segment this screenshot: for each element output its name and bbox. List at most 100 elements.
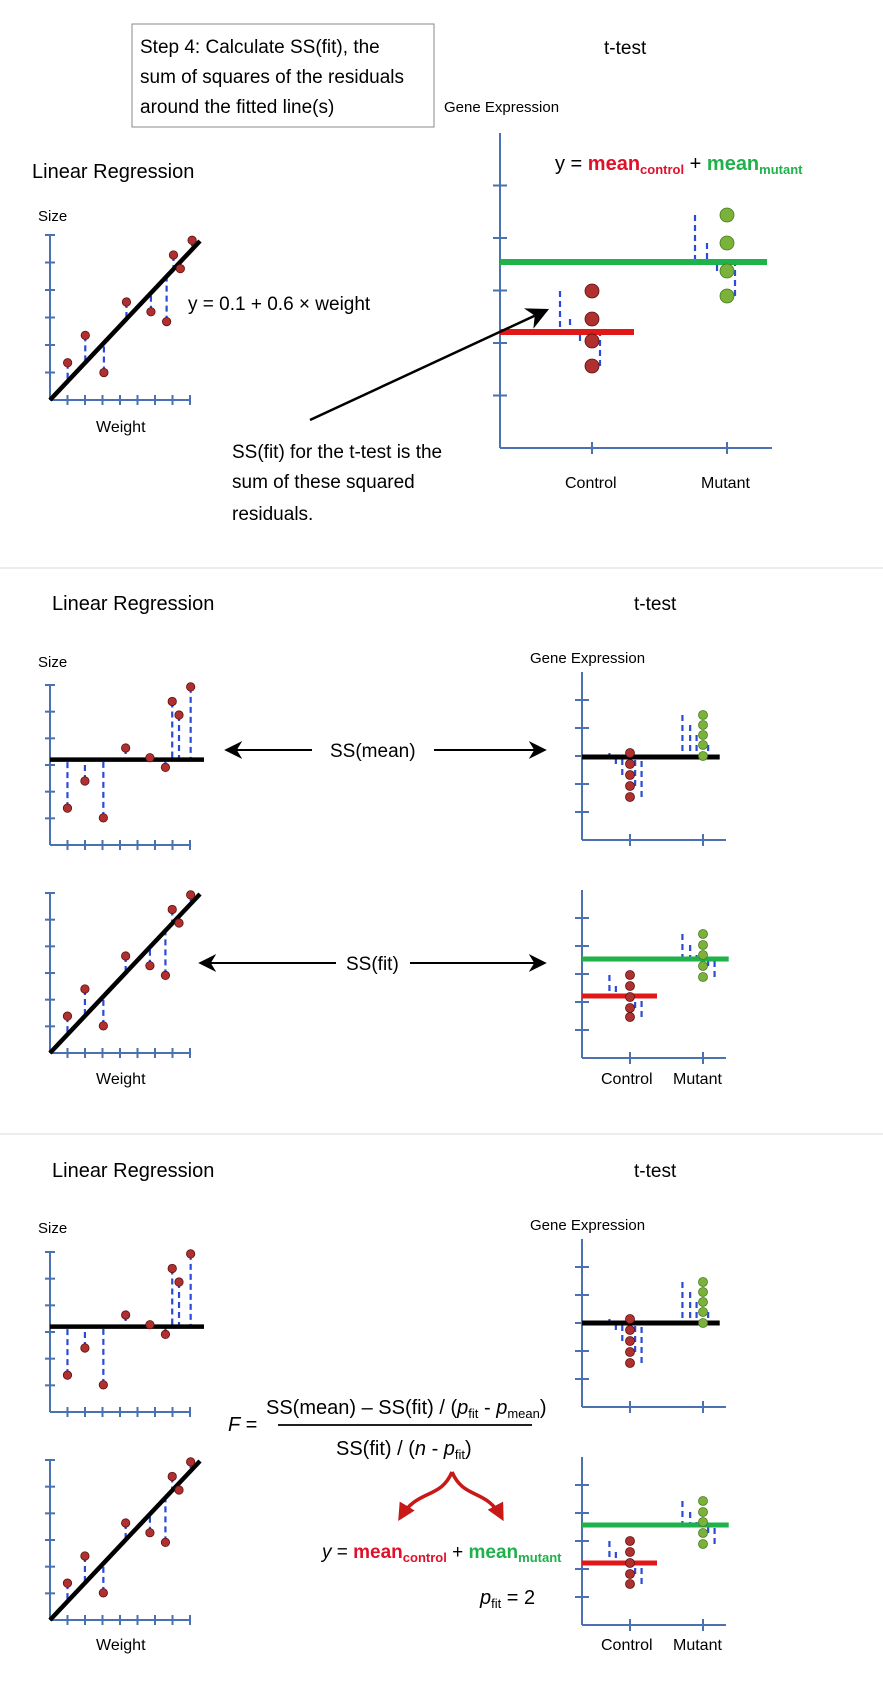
- mutant-point: [698, 961, 708, 971]
- control-point: [625, 1314, 635, 1324]
- ss-fit-label: SS(fit): [346, 954, 399, 975]
- lr-plot-mean: [45, 1249, 204, 1417]
- control-point: [584, 283, 600, 299]
- red-curved-arrow: [450, 1471, 504, 1522]
- control-point: [625, 1325, 635, 1335]
- weight-label: Weight: [96, 1071, 146, 1088]
- data-point: [99, 367, 109, 378]
- data-point: [80, 1551, 90, 1561]
- mutant-point: [698, 1507, 708, 1517]
- mutant-point: [698, 1528, 708, 1538]
- mutant-point: [698, 1277, 708, 1287]
- fitted-line: [48, 892, 202, 1055]
- panel-1: Step 4: Calculate SS(fit), the sum of sq…: [32, 23, 803, 525]
- mutant-point: [719, 235, 735, 251]
- data-point: [80, 776, 90, 786]
- step-box-line: around the fitted line(s): [140, 97, 334, 118]
- data-point: [167, 904, 177, 915]
- data-point: [63, 358, 73, 368]
- tt-plot: [493, 133, 772, 454]
- control-point: [625, 970, 635, 980]
- control-label: Control: [601, 1071, 653, 1088]
- data-point: [62, 803, 73, 813]
- control-point: [584, 311, 600, 327]
- data-point: [98, 1380, 108, 1390]
- control-point: [625, 1347, 635, 1357]
- data-point: [121, 297, 132, 307]
- data-point: [145, 1528, 155, 1538]
- control-point: [584, 333, 600, 349]
- mutant-point: [698, 1517, 708, 1527]
- lr-title: Linear Regression: [32, 161, 194, 183]
- gene-expression-label: Gene Expression: [444, 99, 559, 116]
- mutant-point: [698, 1307, 708, 1317]
- mutant-label: Mutant: [673, 1071, 722, 1088]
- data-point: [160, 1329, 171, 1340]
- tt-title: t-test: [634, 594, 677, 615]
- pfit-equation: pfit = 2: [479, 1587, 535, 1611]
- regression-equation: y = 0.1 + 0.6 × weight: [188, 294, 371, 315]
- lr-plot-fit: [45, 1457, 202, 1625]
- mutant-point: [698, 940, 708, 950]
- mutant-point: [698, 710, 708, 720]
- data-point: [186, 1457, 196, 1467]
- mutant-point: [719, 288, 735, 304]
- control-point: [625, 1358, 635, 1368]
- mutant-point: [698, 1539, 708, 1549]
- control-point: [625, 748, 635, 758]
- annotation-line: residuals.: [232, 504, 313, 525]
- tt-equation: y = meancontrol + meanmutant: [320, 1542, 562, 1565]
- control-point: [625, 1569, 635, 1579]
- mutant-label: Mutant: [673, 1637, 722, 1654]
- data-point: [160, 970, 171, 981]
- data-point: [175, 264, 185, 274]
- data-point: [98, 813, 108, 823]
- mutant-point: [698, 1297, 708, 1307]
- mutant-point: [698, 1496, 708, 1506]
- lr-plot-fit: [45, 890, 202, 1058]
- step-box-line: sum of squares of the residuals: [140, 67, 404, 88]
- control-label: Control: [601, 1637, 653, 1654]
- ss-mean-label: SS(mean): [330, 741, 416, 762]
- data-point: [80, 330, 90, 340]
- data-point: [167, 1471, 177, 1482]
- annotation-arrow: [309, 308, 550, 422]
- data-point: [187, 235, 197, 245]
- control-point: [625, 1336, 635, 1346]
- step-box-line: Step 4: Calculate SS(fit), the: [140, 37, 380, 58]
- data-point: [80, 984, 90, 994]
- mutant-point: [719, 263, 735, 279]
- lr-title: Linear Regression: [52, 593, 214, 615]
- weight-label: Weight: [96, 1637, 146, 1654]
- tt-equation: y = meancontrol + meanmutant: [555, 153, 803, 177]
- data-point: [145, 961, 155, 971]
- control-point: [625, 981, 635, 991]
- mutant-point: [719, 207, 735, 223]
- mutant-point: [698, 950, 708, 960]
- data-point: [162, 316, 172, 327]
- gene-expression-label: Gene Expression: [530, 1217, 645, 1234]
- data-point: [160, 762, 171, 773]
- red-curved-arrow: [398, 1471, 454, 1521]
- data-point: [167, 696, 177, 707]
- data-point: [186, 682, 196, 692]
- control-point: [625, 1012, 635, 1022]
- data-point: [174, 1277, 184, 1287]
- data-point: [98, 1021, 108, 1031]
- weight-label: Weight: [96, 419, 146, 436]
- tt-title: t-test: [634, 1161, 677, 1182]
- control-point: [625, 1547, 635, 1557]
- data-point: [121, 951, 131, 961]
- data-point: [121, 1518, 131, 1528]
- tt-title: t-test: [604, 38, 647, 59]
- mutant-point: [698, 1287, 708, 1297]
- control-point: [625, 759, 635, 769]
- lr-title: Linear Regression: [52, 1160, 214, 1182]
- data-point: [167, 1263, 177, 1274]
- control-point: [625, 1579, 635, 1589]
- data-point: [62, 1578, 73, 1588]
- size-label: Size: [38, 208, 67, 225]
- data-point: [121, 1310, 131, 1320]
- control-point: [625, 992, 635, 1002]
- data-point: [168, 250, 179, 260]
